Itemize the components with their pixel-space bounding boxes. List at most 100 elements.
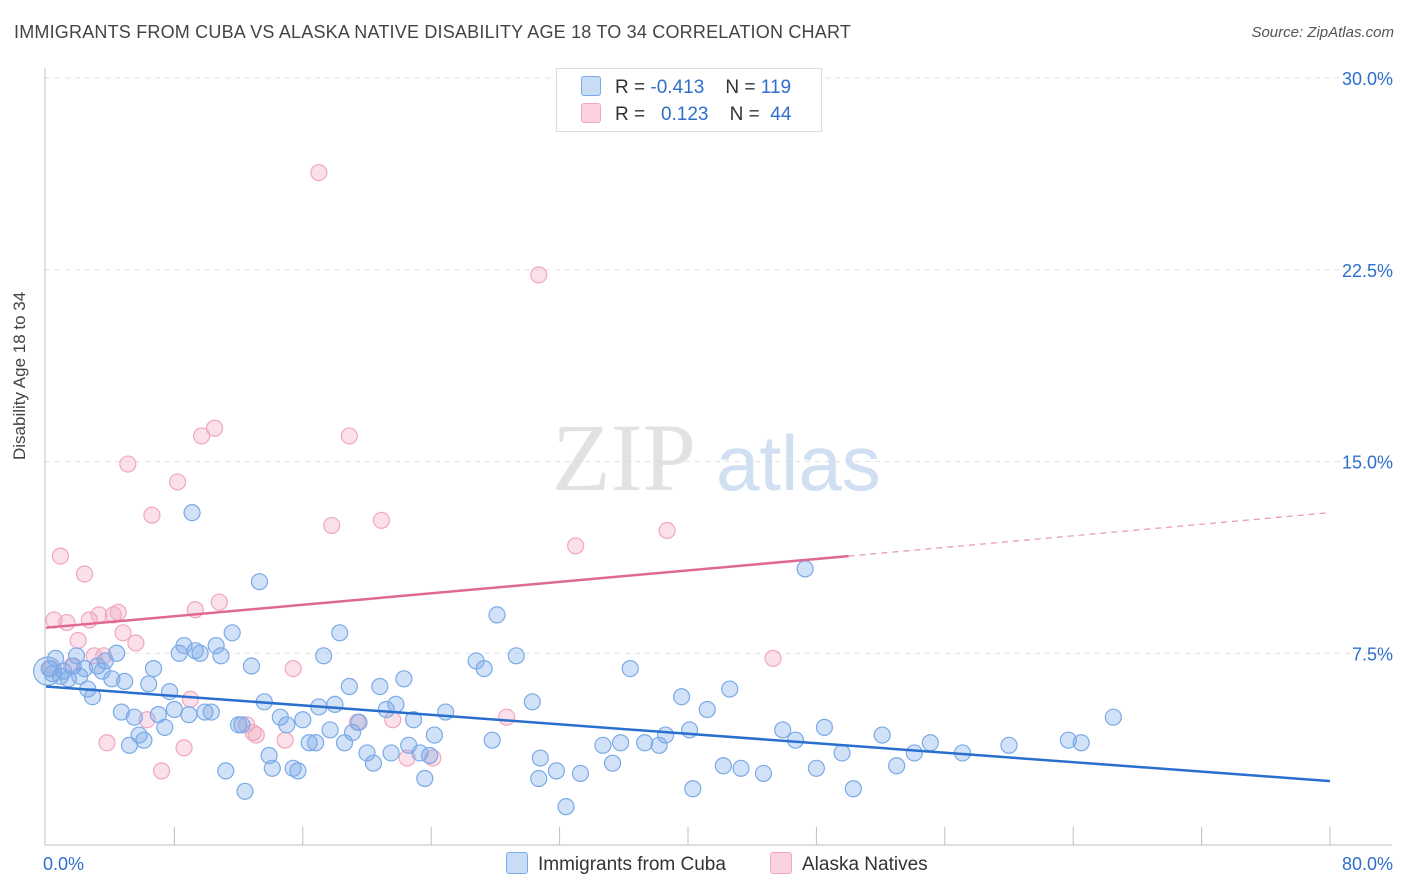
legend-r-value: 0.123	[660, 104, 709, 125]
cuba-point	[698, 700, 716, 719]
alaska-point	[424, 749, 442, 767]
alaska-point	[90, 606, 108, 624]
alaska-swatch-icon	[581, 103, 601, 123]
grid-lines	[45, 77, 1392, 654]
cuba-point	[260, 746, 278, 765]
alaska-trend-line	[45, 554, 849, 629]
bottom-legend-cuba: Immigrants from Cuba	[506, 852, 726, 876]
cuba-point	[358, 744, 376, 762]
alaska-point	[205, 419, 224, 437]
cuba-point	[921, 734, 939, 752]
alaska-point	[372, 511, 391, 529]
cuba-point	[175, 636, 193, 655]
cuba-point	[1000, 736, 1018, 754]
cuba-point	[350, 713, 368, 731]
cuba-point	[289, 762, 307, 780]
legend-n-value: 44	[770, 104, 792, 125]
alaska-point	[323, 516, 341, 535]
alaska-point	[276, 731, 294, 749]
alaska-point	[181, 690, 200, 708]
cuba-point	[315, 647, 333, 665]
trend-lines	[45, 512, 1331, 783]
cuba-point	[1104, 708, 1122, 726]
alaska-point	[152, 762, 171, 780]
cuba-trend-line	[45, 685, 1331, 783]
alaska-point	[498, 708, 516, 726]
cuba-point	[33, 656, 63, 686]
cuba-point	[650, 736, 668, 754]
watermark-atlas: atlas	[716, 419, 881, 507]
cuba-legend-icon	[506, 852, 528, 874]
cuba-point	[475, 659, 493, 678]
cuba-point	[196, 703, 214, 721]
y-tick-label: 30.0%	[1342, 69, 1393, 89]
tick-labels: 7.5% 15.0% 22.5% 30.0% 0.0% 80.0%	[43, 69, 1393, 874]
cuba-point	[684, 780, 702, 798]
alaska-point	[310, 163, 328, 182]
cuba-point	[1072, 734, 1090, 752]
cuba-point	[186, 642, 204, 660]
alaska-point	[340, 427, 358, 445]
x-tick-label: 0.0%	[43, 854, 84, 874]
cuba-point	[130, 726, 148, 744]
cuba-point	[815, 718, 834, 736]
alaska-point	[98, 734, 116, 752]
alaska-point	[530, 266, 548, 284]
cuba-point	[404, 711, 423, 729]
cuba-point	[672, 688, 691, 706]
cuba-point	[807, 759, 826, 777]
cuba-point	[437, 703, 455, 721]
legend-n-label: N =	[725, 77, 756, 98]
cuba-point	[547, 762, 565, 780]
cuba-point	[721, 680, 739, 698]
alaska-point	[119, 455, 137, 473]
cuba-point	[387, 695, 405, 713]
alaska-point	[398, 749, 416, 767]
cuba-points	[33, 504, 1122, 816]
y-tick-label: 7.5%	[1352, 644, 1393, 664]
cuba-point	[754, 764, 773, 783]
legend-n-label: N =	[729, 104, 760, 125]
cuba-point	[59, 670, 78, 688]
stats-legend: R = -0.413 N = 119 R = 0.123 N = 44	[556, 68, 822, 132]
cuba-point	[116, 672, 134, 690]
cuba-point	[165, 700, 183, 719]
cuba-point	[278, 716, 296, 734]
legend-r-value: -0.413	[650, 77, 705, 98]
watermark-zip: ZIP	[552, 404, 696, 511]
cuba-point	[180, 706, 198, 724]
cuba-point	[343, 723, 362, 742]
alaska-point	[75, 565, 94, 583]
alaska-point	[567, 537, 585, 555]
alaska-point	[284, 659, 302, 678]
cuba-point	[416, 769, 434, 788]
cuba-point	[125, 708, 143, 726]
watermark: ZIP atlas	[552, 404, 881, 511]
alaska-point	[85, 647, 103, 665]
legend-r-label: R =	[615, 104, 646, 125]
cuba-point	[300, 734, 318, 752]
legend-r-label: R =	[615, 77, 646, 98]
cuba-point	[236, 782, 254, 800]
cuba-point	[103, 670, 121, 688]
cuba-point	[135, 731, 153, 749]
bottom-legend-alaska-label: Alaska Natives	[802, 854, 928, 875]
cuba-point	[112, 703, 131, 721]
cuba-point	[144, 659, 163, 678]
cuba-point	[217, 762, 235, 780]
cuba-point	[507, 647, 525, 665]
cuba-point	[108, 644, 126, 662]
alaska-point	[143, 506, 161, 524]
source-label: Source: ZipAtlas.com	[1251, 24, 1394, 41]
cuba-point	[621, 659, 639, 678]
axes	[44, 68, 1392, 846]
cuba-point	[796, 560, 814, 578]
cuba-point	[833, 744, 851, 762]
cuba-point	[64, 657, 82, 675]
alaska-point	[764, 649, 782, 667]
cuba-point	[331, 624, 349, 642]
cuba-point	[377, 700, 395, 719]
cuba-point	[611, 734, 630, 752]
alaska-trend-extension	[848, 512, 1331, 557]
cuba-point	[714, 757, 732, 775]
